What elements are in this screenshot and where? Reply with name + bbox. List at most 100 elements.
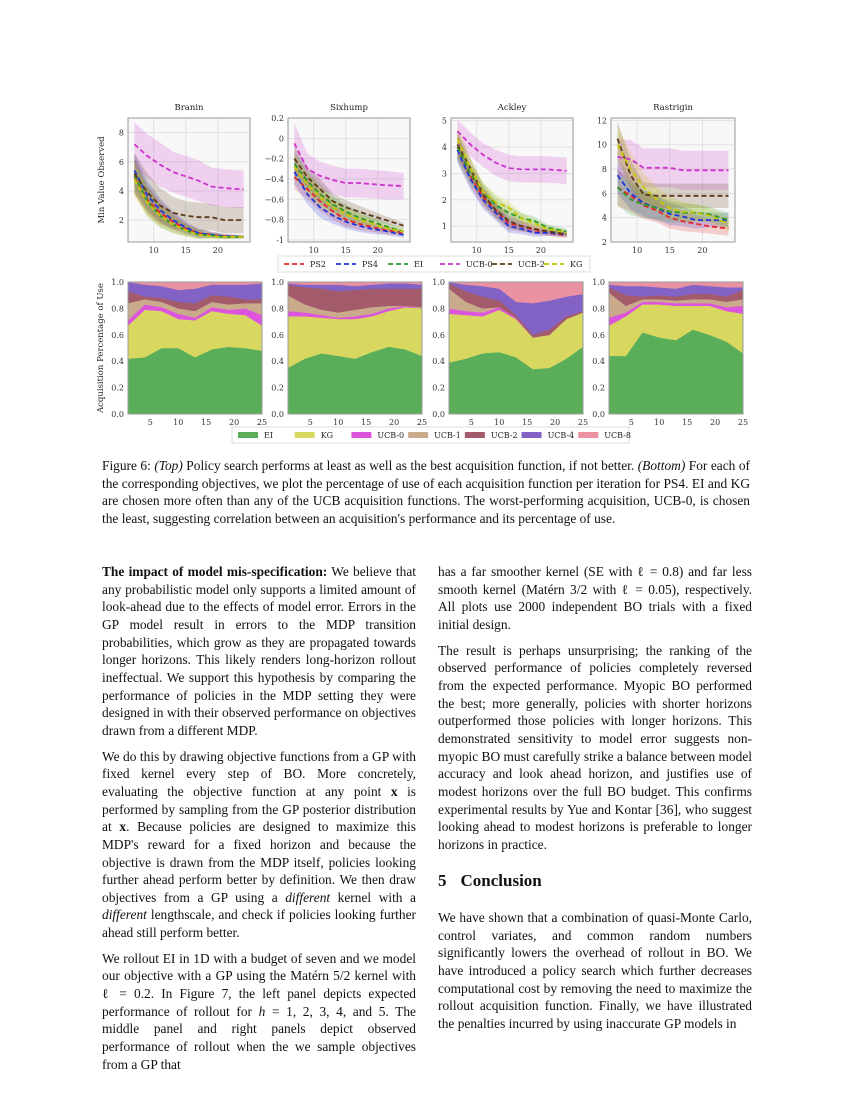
y-tick-label: 0 [279, 134, 284, 143]
legend-swatch [578, 432, 599, 438]
x-tick-label: 20 [373, 246, 383, 255]
x-tick-label: 5 [469, 418, 474, 427]
y-tick-label: −0.6 [265, 195, 284, 204]
y-tick-label: -1 [276, 236, 284, 245]
paragraph: The impact of model mis-specification: W… [102, 563, 416, 740]
band-PS4 [617, 156, 729, 229]
x-tick-label: 5 [148, 418, 153, 427]
figure-caption: Figure 6: (Top) Policy search performs a… [102, 457, 750, 527]
x-tick-label: 10 [472, 246, 482, 255]
y-tick-label: 5 [442, 117, 447, 126]
line-PS2 [133, 175, 244, 238]
x-tick-label: 15 [201, 418, 211, 427]
y-tick-label: −0.2 [265, 155, 284, 164]
legend-label: UCB-1 [434, 431, 461, 440]
paragraph-text: The result is perhaps unsurprising; the … [438, 642, 752, 852]
x-tick-label: 25 [257, 418, 267, 427]
left-column: The impact of model mis-specification: W… [102, 563, 416, 1081]
y-tick-label: 4 [119, 187, 124, 196]
section-heading: 5 Conclusion [438, 870, 752, 890]
band-PS2 [617, 169, 729, 236]
chart-2: 10 15 20 1 2 3 4 5 Ackley [442, 103, 574, 255]
y-tick-label: 1.0 [592, 278, 605, 287]
line-KG [616, 144, 729, 225]
axes-frame [608, 281, 744, 415]
y-tick-label: 1.0 [271, 278, 284, 287]
x-tick-label: 20 [710, 418, 720, 427]
legend-swatch [294, 432, 315, 438]
paragraph: We have shown that a combination of quas… [438, 909, 752, 1033]
paragraph-text: . Because policies are designed to maxim… [102, 819, 416, 905]
paragraph-text: x [390, 783, 398, 799]
caption-text: (Top) [154, 458, 183, 473]
caption-text: (Bottom) [637, 458, 686, 473]
line-EI [616, 186, 729, 221]
paragraph: The result is perhaps unsurprising; the … [438, 642, 752, 854]
y-tick-label: 8 [119, 129, 124, 138]
y-tick-label: 0.4 [111, 357, 124, 366]
paragraph-text: We believe that any probabilistic model … [102, 564, 416, 738]
chart-0: 10 15 20 2 4 6 8 Branin Min Value Observed [97, 103, 251, 255]
y-tick-label: −0.8 [265, 216, 284, 225]
y-tick-label: 0.6 [111, 331, 124, 340]
band-UCB-0 [134, 122, 244, 209]
y-tick-label: 6 [119, 158, 124, 167]
y-tick-label: 2 [442, 196, 447, 205]
axes-frame [127, 281, 263, 415]
y-tick-label: 0.2 [271, 114, 284, 123]
band-UCB-0 [294, 123, 404, 200]
axes-frame [287, 117, 411, 243]
caption-text: Figure 6: [102, 458, 155, 473]
paragraph-text: We rollout EI in 1D with a budget of sev… [102, 950, 416, 1019]
x-tick-label: 20 [550, 418, 560, 427]
chart-5: 5 10 15 20 25 0.0 0.2 0.4 0.6 0.8 1.0 [271, 278, 427, 427]
line-PS2 [456, 146, 567, 237]
legend-swatch [238, 432, 258, 438]
x-tick-label: 10 [494, 418, 504, 427]
x-tick-label: 10 [654, 418, 664, 427]
y-axis-label: Acquisition Percentage of Use [96, 283, 106, 414]
legend-swatch [521, 432, 542, 438]
y-tick-label: 4 [442, 143, 447, 152]
band-KG [134, 161, 244, 240]
x-tick-label: 20 [536, 246, 546, 255]
paragraph-text: The impact of model mis-specification: [102, 564, 328, 579]
legend-swatch [351, 432, 372, 438]
legend-label: UCB-2 [491, 431, 518, 440]
x-tick-label: 15 [181, 246, 191, 255]
y-tick-label: 1 [442, 222, 447, 231]
legend-label: UCB-0 [377, 431, 404, 440]
top-legend: PS2 PS4 EI UCB-0 UCB-2 KG [277, 255, 591, 273]
paragraph: We do this by drawing objective function… [102, 748, 416, 942]
band-UCB-0 [457, 119, 567, 184]
legend-label: EI [264, 431, 273, 440]
band-PS4 [294, 159, 404, 238]
chart-1: 10 15 20 -1 −0.8 −0.6 −0.4 −0.2 0 0.2 Sixhump [265, 103, 411, 255]
y-tick-label: 0.2 [271, 384, 284, 393]
band-UCB-0 [617, 138, 729, 190]
x-tick-label: 20 [697, 246, 707, 255]
y-tick-label: 0.6 [432, 331, 445, 340]
band-EI [134, 157, 244, 240]
y-tick-label: 0.0 [592, 410, 605, 419]
line-PS2 [293, 176, 404, 234]
y-tick-label: 0.8 [271, 304, 284, 313]
y-tick-label: 0.6 [271, 331, 284, 340]
section-number: 5 [438, 870, 447, 890]
legend-label: KG [321, 431, 333, 440]
x-tick-label: 15 [522, 418, 532, 427]
x-tick-label: 15 [341, 246, 351, 255]
axes-frame [448, 281, 584, 415]
bottom-legend: EI KG UCB-0 UCB-1 UCB-2 UCB-4 UCB-8 [231, 426, 631, 444]
band-KG [294, 154, 404, 235]
line-KG [293, 166, 404, 233]
y-tick-label: 6 [602, 189, 607, 198]
y-tick-label: −0.4 [265, 175, 284, 184]
line-UCB-2 [293, 158, 404, 227]
line-PS4 [293, 171, 404, 236]
paragraph-text: is performed by sampling from the GP pos… [102, 783, 416, 835]
legend-label: UCB-8 [604, 431, 631, 440]
line-EI [293, 163, 404, 233]
legend-label: EI [414, 260, 423, 269]
